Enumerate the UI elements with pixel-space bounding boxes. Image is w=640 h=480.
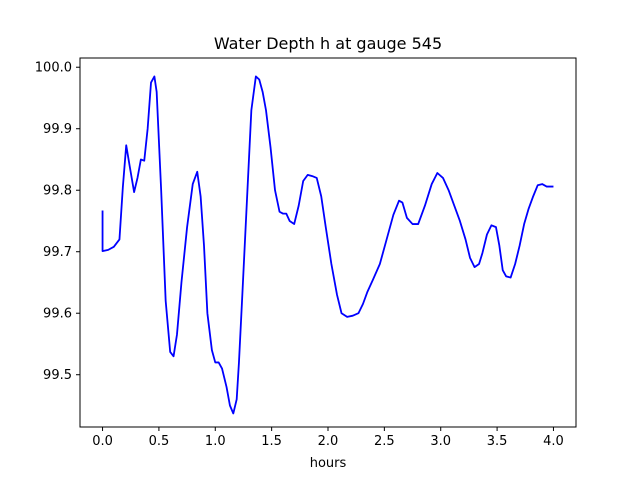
chart-title: Water Depth h at gauge 545	[214, 34, 442, 53]
series-line-0	[101, 75, 554, 415]
x-tick-label: 1.5	[261, 434, 282, 449]
x-axis-ticks: 0.0 0.5 1.0 1.5 2.0 2.5 3.0 3.5 4.0	[92, 427, 564, 449]
axes-frame	[79, 57, 577, 428]
x-tick-label: 3.0	[430, 434, 451, 449]
x-tick-label: 1.0	[205, 434, 226, 449]
y-tick-label: 99.9	[43, 122, 72, 137]
x-tick-label: 2.5	[374, 434, 395, 449]
y-axis-ticks: 99.5 99.6 99.7 99.8 99.9 100.0	[35, 61, 80, 383]
x-axis-label: hours	[310, 456, 347, 471]
x-tick-label: 4.0	[543, 434, 564, 449]
y-tick-label: 99.8	[43, 184, 72, 199]
x-tick-label: 0.5	[149, 434, 170, 449]
y-tick-label: 100.0	[35, 61, 72, 76]
y-tick-label: 99.7	[43, 245, 72, 260]
x-tick-label: 2.0	[318, 434, 339, 449]
x-tick-label: 3.5	[487, 434, 508, 449]
y-tick-label: 99.6	[43, 307, 72, 322]
x-tick-label: 0.0	[92, 434, 113, 449]
plot-area	[101, 75, 554, 415]
y-tick-label: 99.5	[43, 368, 72, 383]
